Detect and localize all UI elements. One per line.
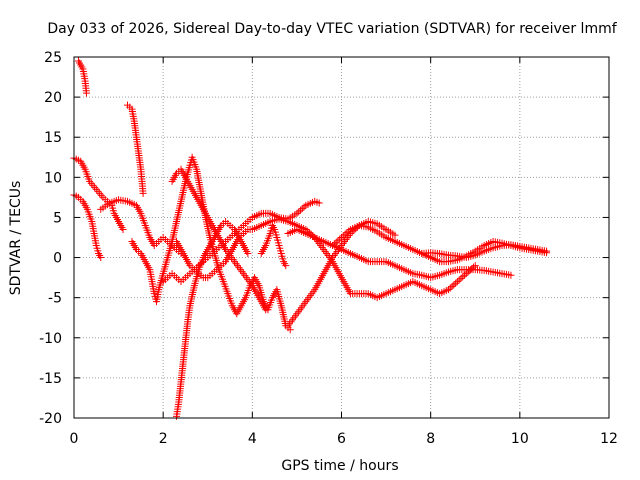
x-tick-label: 12 — [600, 431, 618, 447]
data-point — [315, 199, 323, 207]
y-tick-label: -15 — [39, 371, 62, 387]
y-tick-label: 5 — [53, 210, 62, 226]
series-s11 — [257, 221, 290, 270]
data-point — [336, 235, 344, 243]
data-point — [330, 240, 338, 248]
y-tick-label: -20 — [39, 411, 62, 427]
grid — [74, 57, 609, 418]
y-tick-label: 20 — [44, 90, 62, 106]
data-point — [341, 230, 349, 238]
series-s13 — [284, 225, 515, 282]
data-point — [453, 278, 461, 286]
data-point — [139, 189, 147, 197]
series-s15 — [418, 241, 551, 262]
data-point — [282, 262, 290, 270]
data-point — [468, 265, 476, 273]
data-point — [97, 254, 105, 262]
x-tick-label: 2 — [159, 431, 168, 447]
x-tick-labels: 0 2 4 6 8 10 12 — [70, 431, 618, 447]
data-point — [507, 271, 515, 279]
series-s1 — [74, 57, 90, 97]
data-point — [119, 225, 127, 233]
data-point — [298, 205, 306, 213]
data-point — [244, 250, 252, 258]
data-point — [448, 282, 456, 290]
data-point — [459, 273, 467, 281]
y-tick-label: -10 — [39, 331, 62, 347]
data-point — [332, 238, 340, 246]
data-point — [296, 206, 304, 214]
series-s3 — [70, 191, 105, 262]
data-point — [329, 242, 337, 250]
data-point — [543, 247, 551, 255]
data-point — [446, 284, 454, 292]
y-tick-label: 25 — [44, 50, 62, 66]
y-tick-label: 10 — [44, 170, 62, 186]
x-tick-label: 10 — [511, 431, 529, 447]
data-point — [466, 266, 474, 274]
y-tick-label: 0 — [53, 251, 62, 267]
data-point — [82, 89, 90, 97]
plot-area — [70, 57, 551, 420]
x-tick-label: 0 — [70, 431, 79, 447]
data-point — [450, 281, 458, 289]
y-axis-title: SDTVAR / TECUs — [8, 181, 24, 296]
data-point — [262, 306, 270, 314]
series-s10 — [168, 165, 270, 314]
x-tick-label: 4 — [248, 431, 257, 447]
data-point — [339, 232, 347, 240]
y-tick-label: 15 — [44, 130, 62, 146]
y-tick-label: -5 — [48, 291, 62, 307]
axis-ticks — [73, 56, 610, 419]
x-axis-title: GPS time / hours — [281, 458, 398, 474]
data-point — [445, 286, 452, 294]
y-tick-labels: -20 -15 -10 -5 0 5 10 15 20 25 — [39, 50, 62, 427]
series-s2 — [70, 154, 127, 233]
data-point — [338, 234, 345, 241]
data-point — [295, 208, 303, 216]
data-point — [345, 227, 353, 235]
data-point — [457, 274, 465, 282]
chart-title: Day 033 of 2026, Sidereal Day-to-day VTE… — [47, 21, 617, 37]
data-point — [293, 209, 301, 217]
x-tick-label: 6 — [337, 431, 346, 447]
data-point — [286, 326, 294, 334]
data-point — [334, 237, 342, 245]
data-point — [300, 203, 308, 211]
data-point — [391, 231, 399, 239]
data-point — [452, 279, 460, 287]
data-point — [455, 276, 463, 284]
x-tick-label: 8 — [426, 431, 435, 447]
series-s5 — [124, 101, 147, 197]
data-point — [343, 229, 351, 237]
series-s6 — [128, 153, 294, 334]
